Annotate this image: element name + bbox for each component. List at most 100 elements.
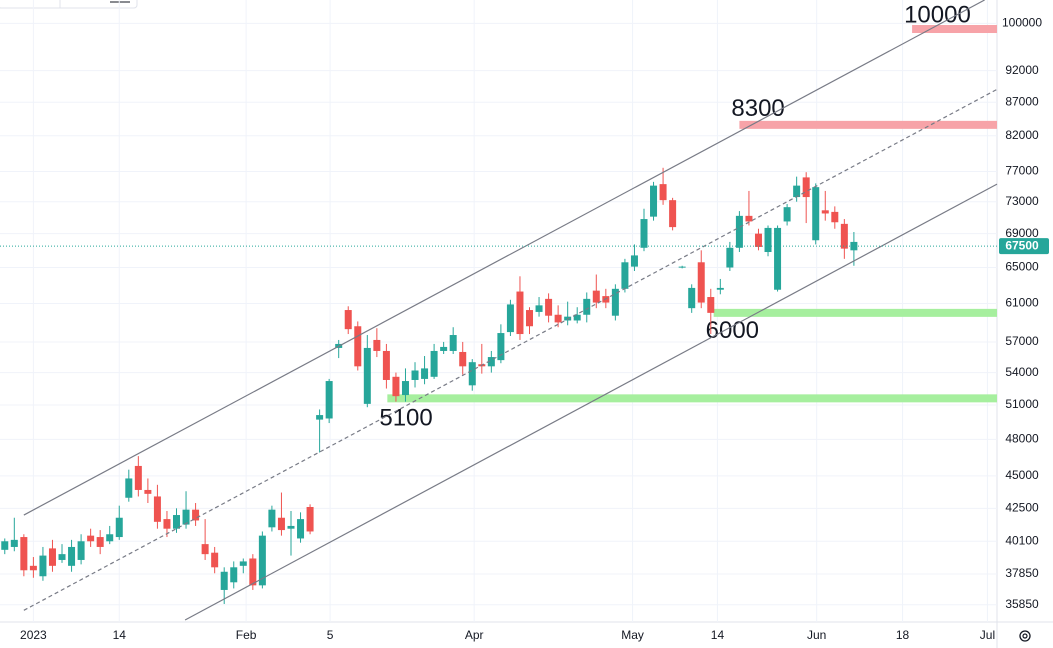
candle-body bbox=[716, 287, 724, 290]
x-tick-label: 14 bbox=[711, 628, 725, 642]
candle-body bbox=[802, 177, 810, 198]
y-tick-label: 40100 bbox=[1005, 533, 1039, 547]
x-tick-label: Jul bbox=[980, 628, 995, 642]
candle-body bbox=[87, 535, 95, 542]
candle-body bbox=[39, 555, 47, 577]
y-tick-label: 65000 bbox=[1005, 260, 1039, 274]
zone-label: 10000 bbox=[904, 1, 971, 28]
candle-body bbox=[669, 200, 677, 228]
candle-body bbox=[239, 561, 247, 566]
price-zone bbox=[713, 308, 997, 317]
candle-body bbox=[48, 548, 56, 566]
candle-body bbox=[106, 534, 114, 542]
candle-body bbox=[77, 541, 85, 560]
y-tick-label: 92000 bbox=[1005, 63, 1039, 77]
x-tick-label: Jun bbox=[807, 628, 826, 642]
candle-body bbox=[163, 519, 171, 529]
last-price-label: 67500 bbox=[1005, 238, 1039, 252]
candle-body bbox=[230, 567, 238, 583]
candle-body bbox=[545, 298, 553, 316]
x-tick-label: Apr bbox=[465, 628, 484, 642]
candle-body bbox=[249, 558, 257, 586]
candle-body bbox=[487, 357, 495, 367]
candle-body bbox=[735, 215, 743, 248]
candle-body bbox=[440, 346, 448, 351]
candle-body bbox=[430, 350, 438, 377]
candle-body bbox=[211, 552, 219, 568]
y-tick-label: 45000 bbox=[1005, 468, 1039, 482]
channel-line bbox=[184, 183, 998, 621]
last-price-box bbox=[999, 238, 1049, 255]
y-tick-label: 100000 bbox=[1002, 15, 1042, 29]
candle-body bbox=[354, 326, 362, 367]
candle-body bbox=[573, 314, 581, 321]
candle-body bbox=[1, 541, 9, 550]
candle-body bbox=[688, 287, 696, 309]
candle-body bbox=[287, 525, 295, 529]
candle-body bbox=[401, 381, 409, 396]
candle-body bbox=[325, 381, 333, 419]
candle-body bbox=[297, 519, 305, 539]
y-tick-label: 42500 bbox=[1005, 500, 1039, 514]
candle-body bbox=[192, 509, 200, 521]
x-tick-label: May bbox=[621, 628, 644, 642]
candle-body bbox=[793, 185, 801, 198]
y-tick-label: 37850 bbox=[1005, 566, 1039, 580]
candle-body bbox=[29, 565, 37, 571]
y-tick-label: 87000 bbox=[1005, 94, 1039, 108]
candle-body bbox=[554, 314, 562, 323]
zone-label: 5100 bbox=[379, 405, 432, 432]
candle-body bbox=[134, 465, 142, 490]
candle-body bbox=[382, 350, 390, 380]
candle-body bbox=[783, 207, 791, 222]
settings-icon[interactable] bbox=[1019, 630, 1031, 642]
candle-body bbox=[754, 233, 762, 247]
candle-body bbox=[459, 351, 467, 367]
y-tick-label: 82000 bbox=[1005, 128, 1039, 142]
price-zone bbox=[912, 25, 997, 34]
candle-body bbox=[611, 288, 619, 316]
zone-label: 8300 bbox=[731, 95, 784, 122]
candle-body bbox=[497, 333, 505, 361]
y-tick-label: 57000 bbox=[1005, 334, 1039, 348]
zone-label: 6000 bbox=[706, 317, 759, 344]
candle-body bbox=[850, 241, 858, 251]
candle-body bbox=[306, 506, 314, 532]
candle-body bbox=[764, 227, 772, 253]
candle-body bbox=[421, 368, 429, 379]
y-tick-label: 48000 bbox=[1005, 432, 1039, 446]
toolbar-fragment bbox=[0, 0, 138, 9]
candle-body bbox=[697, 262, 705, 303]
candle-body bbox=[58, 554, 66, 560]
x-tick-label: 14 bbox=[113, 628, 127, 642]
candle-body bbox=[96, 537, 104, 547]
candle-body bbox=[592, 290, 600, 303]
candle-body bbox=[115, 517, 123, 538]
candle-body bbox=[707, 297, 715, 313]
candle-body bbox=[621, 262, 629, 289]
candle-body bbox=[678, 266, 686, 268]
x-tick-label: 18 bbox=[896, 628, 910, 642]
candle-body bbox=[468, 362, 476, 386]
candle-body bbox=[411, 370, 419, 380]
candle-body bbox=[812, 187, 820, 241]
candle-body bbox=[745, 215, 753, 222]
x-tick-label: Feb bbox=[236, 628, 257, 642]
candle-body bbox=[182, 509, 190, 525]
candle-body bbox=[640, 219, 648, 248]
candle-body bbox=[220, 571, 228, 590]
y-tick-label: 77000 bbox=[1005, 164, 1039, 178]
price-zone bbox=[387, 394, 997, 403]
candle-body bbox=[20, 537, 28, 571]
y-tick-label: 61000 bbox=[1005, 296, 1039, 310]
candle-body bbox=[258, 535, 266, 586]
candle-body bbox=[535, 305, 543, 312]
candle-body bbox=[373, 339, 381, 351]
candle-body bbox=[650, 185, 658, 217]
y-tick-label: 51000 bbox=[1005, 397, 1039, 411]
candle-body bbox=[449, 335, 457, 351]
y-tick-label: 54000 bbox=[1005, 365, 1039, 379]
x-tick-label: 2023 bbox=[20, 628, 47, 642]
candle-body bbox=[344, 310, 352, 330]
candle-body bbox=[840, 223, 848, 249]
